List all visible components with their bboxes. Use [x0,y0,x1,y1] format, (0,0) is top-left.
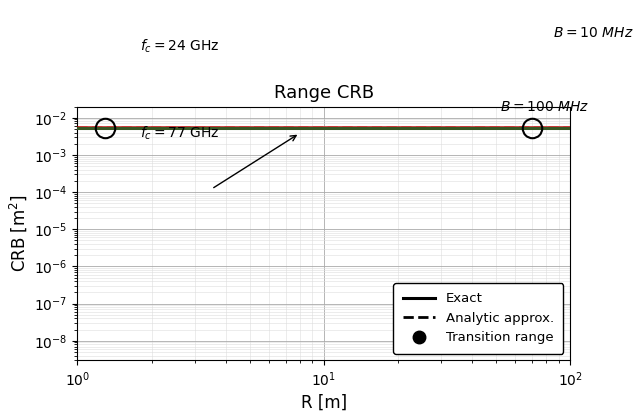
Text: $B = 100$ MHz: $B = 100$ MHz [500,100,589,114]
Y-axis label: CRB [m$^2$]: CRB [m$^2$] [7,194,29,272]
Title: Range CRB: Range CRB [274,84,374,102]
Text: $\dfrac{(\mathrm{SNR}\,N_r N_t)^{-1}}{\dfrac{32\pi^2}{c^2}\,B_{\mathrm{RMS}}^2}$: $\dfrac{(\mathrm{SNR}\,N_r N_t)^{-1}}{\d… [0,418,1,419]
Text: $f_c = 77$ GHz: $f_c = 77$ GHz [140,124,220,142]
Text: $B = 10$ MHz: $B = 10$ MHz [552,26,633,40]
X-axis label: R [m]: R [m] [301,394,347,412]
Legend: Exact, Analytic approx., Transition range: Exact, Analytic approx., Transition rang… [393,283,563,354]
Text: $f_c = 24$ GHz: $f_c = 24$ GHz [140,38,220,55]
